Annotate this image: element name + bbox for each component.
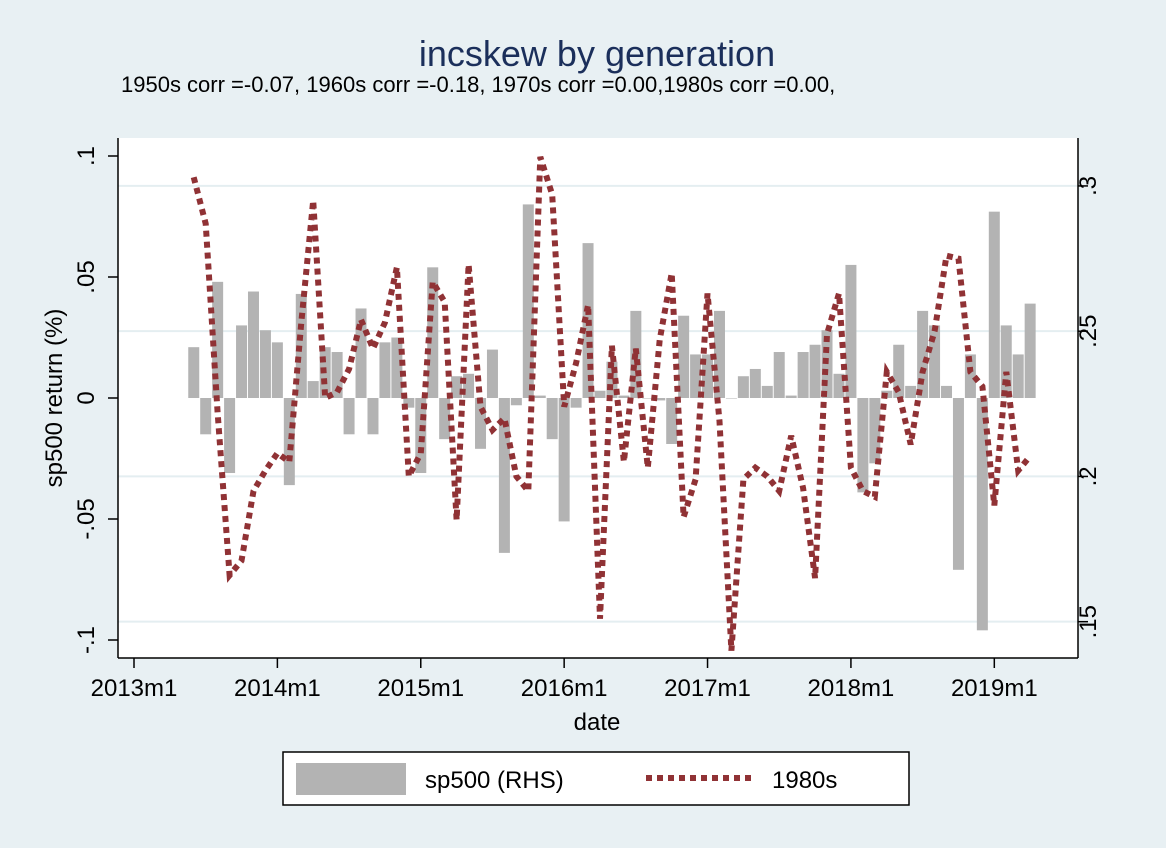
y-tick-label: -.05 xyxy=(73,498,100,539)
bar xyxy=(1012,354,1024,398)
bar xyxy=(224,398,236,474)
chart-subtitle: 1950s corr =-0.07, 1960s corr =-0.18, 19… xyxy=(121,72,835,97)
bar xyxy=(283,398,295,486)
bar xyxy=(188,347,200,398)
x-tick-label: 2016m1 xyxy=(521,675,608,702)
bar xyxy=(212,281,224,398)
y-ticks-right: .15 .2 .25 .3 xyxy=(1075,176,1102,638)
legend-label-sp500: sp500 (RHS) xyxy=(425,767,564,794)
y-ticks-left: -.1 -.05 0 .05 .1 xyxy=(73,146,118,654)
bar xyxy=(391,337,403,398)
bar xyxy=(427,267,439,398)
bar xyxy=(247,291,259,398)
bar xyxy=(869,398,881,464)
bar xyxy=(379,342,391,398)
bar xyxy=(845,264,857,398)
bar xyxy=(773,352,785,398)
bar xyxy=(642,398,654,399)
legend-label-1980s: 1980s xyxy=(772,767,837,794)
x-tick-label: 2013m1 xyxy=(91,675,178,702)
bar xyxy=(1000,325,1012,398)
bar xyxy=(690,354,702,398)
bar xyxy=(618,395,630,398)
bar xyxy=(713,310,725,398)
bar xyxy=(498,398,510,553)
bar xyxy=(725,398,737,399)
bar xyxy=(761,385,773,398)
x-ticks: 2013m1 2014m1 2015m1 2016m1 2017m1 2018m1 2019… xyxy=(91,658,1038,702)
x-tick-label: 2015m1 xyxy=(377,675,464,702)
y-tick-label: -.1 xyxy=(73,626,100,654)
y-tick-label: .05 xyxy=(73,260,100,293)
bar xyxy=(976,398,988,631)
bar xyxy=(451,376,463,398)
bar xyxy=(271,342,283,398)
bar xyxy=(833,373,845,398)
bar xyxy=(343,398,355,435)
bar xyxy=(702,354,714,398)
bar xyxy=(809,344,821,398)
bar xyxy=(367,398,379,435)
bar xyxy=(259,330,271,398)
x-tick-label: 2014m1 xyxy=(234,675,321,702)
bar xyxy=(941,385,953,398)
bar xyxy=(964,354,976,398)
y2-tick-label: .2 xyxy=(1075,466,1102,486)
bar xyxy=(654,398,666,401)
x-axis-title: date xyxy=(574,709,621,736)
bar xyxy=(917,310,929,398)
bar xyxy=(463,373,475,398)
bar xyxy=(678,315,690,398)
bar xyxy=(797,352,809,398)
bar xyxy=(606,361,618,398)
x-tick-label: 2018m1 xyxy=(808,675,895,702)
bar xyxy=(486,349,498,398)
bar xyxy=(893,344,905,398)
bar xyxy=(821,330,833,398)
bar xyxy=(522,204,534,398)
bar xyxy=(785,395,797,398)
y2-tick-label: .25 xyxy=(1075,314,1102,347)
bar xyxy=(570,398,582,408)
x-tick-label: 2019m1 xyxy=(951,675,1038,702)
bar xyxy=(475,398,487,449)
bar xyxy=(546,398,558,440)
bar xyxy=(558,398,570,522)
line-series-1980s xyxy=(190,155,1033,651)
bar xyxy=(331,352,343,398)
bar xyxy=(952,398,964,570)
chart-title: incskew by generation xyxy=(419,33,775,74)
bar xyxy=(355,308,367,398)
bar xyxy=(666,398,678,444)
bar xyxy=(415,398,427,474)
bar xyxy=(236,325,248,398)
y2-tick-label: .3 xyxy=(1075,176,1102,196)
bar xyxy=(857,398,869,493)
bar xyxy=(1024,303,1036,398)
bar xyxy=(594,390,606,398)
bar xyxy=(749,368,761,398)
bar xyxy=(439,398,451,440)
bar xyxy=(737,376,749,398)
bar xyxy=(200,398,212,435)
y-tick-label: 0 xyxy=(73,391,100,404)
bar xyxy=(510,398,522,406)
bar xyxy=(905,385,917,398)
bar xyxy=(307,381,319,398)
y-tick-label: .1 xyxy=(73,146,100,166)
bar xyxy=(534,395,546,398)
y2-tick-label: .15 xyxy=(1075,605,1102,638)
legend: sp500 (RHS) 1980s xyxy=(282,751,910,806)
legend-swatch-sp500 xyxy=(296,763,406,795)
x-tick-label: 2017m1 xyxy=(664,675,751,702)
bar xyxy=(403,398,415,408)
bar xyxy=(988,211,1000,398)
y-axis-title: sp500 return (%) xyxy=(41,309,68,488)
bar xyxy=(929,325,941,398)
